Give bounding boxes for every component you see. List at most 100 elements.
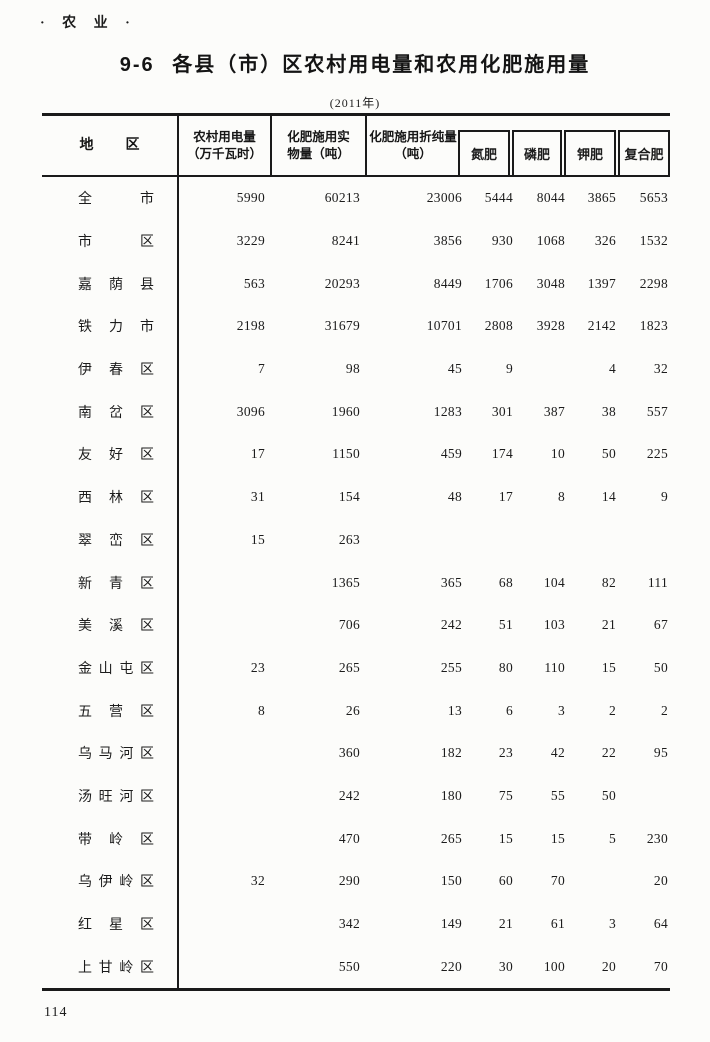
value-fertilizer-pure: 149 — [440, 916, 462, 932]
value-compound: 95 — [653, 745, 668, 761]
value-fertilizer-pure: 182 — [440, 745, 462, 761]
value-fertilizer-pure: 1283 — [433, 403, 462, 419]
value-nitrogen: 68 — [498, 574, 513, 590]
value-compound: 67 — [653, 617, 668, 633]
table-row: 带岭区 470 265 15 15 5 230 — [42, 817, 670, 860]
value-compound: 2298 — [639, 275, 668, 291]
value-phosphate: 3 — [557, 702, 565, 718]
table-row: 汤旺河区 242 180 75 55 50 — [42, 775, 670, 818]
header-divider — [365, 116, 367, 175]
value-electricity: 2198 — [236, 318, 265, 334]
value-potash: 50 — [601, 787, 616, 803]
column-header-fertilizer-physical: 化肥施用实 物量（吨） — [287, 129, 350, 161]
region-name: 西林区 — [78, 491, 154, 507]
value-phosphate: 15 — [550, 830, 565, 846]
region-name: 友好区 — [78, 448, 154, 464]
value-compound: 50 — [653, 659, 668, 675]
value-fertilizer-physical: 98 — [345, 361, 360, 377]
value-fertilizer-pure: 459 — [440, 446, 462, 462]
value-electricity: 563 — [243, 275, 265, 291]
value-compound: 111 — [647, 574, 668, 590]
value-fertilizer-physical: 20293 — [324, 275, 360, 291]
value-phosphate: 61 — [550, 916, 565, 932]
value-fertilizer-physical: 706 — [338, 617, 360, 633]
value-fertilizer-pure: 45 — [447, 361, 462, 377]
column-header-region: 地 区 — [79, 138, 140, 153]
value-compound: 1532 — [639, 233, 668, 249]
category-label: · 农 业 · — [40, 16, 137, 31]
value-phosphate: 70 — [550, 873, 565, 889]
value-compound: 64 — [653, 916, 668, 932]
value-electricity: 31 — [250, 489, 265, 505]
value-fertilizer-physical: 154 — [338, 489, 360, 505]
region-name: 上甘岭区 — [78, 960, 154, 976]
value-compound: 1823 — [639, 318, 668, 334]
column-header-phosphate: 磷肥 — [512, 130, 562, 177]
value-phosphate: 3928 — [536, 318, 565, 334]
value-potash: 2142 — [587, 318, 616, 334]
value-fertilizer-physical: 342 — [338, 916, 360, 932]
region-name: 全市 — [78, 192, 154, 208]
value-nitrogen: 174 — [491, 446, 513, 462]
value-potash: 2 — [608, 702, 616, 718]
page-title: 9-6 各县（市）区农村用电量和农用化肥施用量 — [119, 54, 591, 76]
value-compound: 5653 — [639, 190, 668, 206]
value-phosphate: 1068 — [536, 233, 565, 249]
value-nitrogen: 6 — [505, 702, 513, 718]
value-fertilizer-physical: 60213 — [324, 190, 360, 206]
value-fertilizer-physical: 1960 — [331, 403, 360, 419]
value-fertilizer-pure: 23006 — [426, 190, 462, 206]
region-name: 伊春区 — [78, 363, 154, 379]
table-row: 友好区 17 1150 459 174 10 50 225 — [42, 433, 670, 476]
table-header: 地 区 农村用电量 （万千瓦时） 化肥施用实 物量（吨） 化肥施用折纯量 （吨）… — [42, 116, 670, 177]
table-row: 乌马河区 360 182 23 42 22 95 — [42, 732, 670, 775]
table-row: 伊春区 7 98 45 9 4 32 — [42, 348, 670, 391]
region-name: 南岔区 — [78, 405, 154, 421]
value-phosphate: 387 — [543, 403, 565, 419]
region-column-divider — [177, 116, 179, 988]
region-name: 翠峦区 — [78, 533, 154, 549]
value-potash: 326 — [594, 233, 616, 249]
value-potash: 4 — [608, 361, 616, 377]
table-body: 全市 5990 60213 23006 5444 8044 3865 5653 … — [42, 177, 670, 988]
value-compound: 2 — [660, 702, 668, 718]
value-phosphate: 42 — [550, 745, 565, 761]
value-potash: 22 — [601, 745, 616, 761]
value-nitrogen: 75 — [498, 787, 513, 803]
statistics-table: 地 区 农村用电量 （万千瓦时） 化肥施用实 物量（吨） 化肥施用折纯量 （吨）… — [42, 113, 670, 991]
value-potash: 82 — [601, 574, 616, 590]
value-nitrogen: 301 — [491, 403, 513, 419]
column-header-compound: 复合肥 — [618, 130, 670, 177]
value-fertilizer-physical: 263 — [338, 531, 360, 547]
value-fertilizer-physical: 242 — [338, 787, 360, 803]
value-potash: 20 — [601, 958, 616, 974]
table-row: 铁力市 2198 31679 10701 2808 3928 2142 1823 — [42, 305, 670, 348]
table-row: 嘉荫县 563 20293 8449 1706 3048 1397 2298 — [42, 262, 670, 305]
table-row: 市区 3229 8241 3856 930 1068 326 1532 — [42, 220, 670, 263]
value-potash: 50 — [601, 446, 616, 462]
page-number: 114 — [44, 1005, 68, 1020]
value-fertilizer-physical: 26 — [345, 702, 360, 718]
value-phosphate: 104 — [543, 574, 565, 590]
value-phosphate: 100 — [543, 958, 565, 974]
value-potash: 14 — [601, 489, 616, 505]
value-fertilizer-pure: 220 — [440, 958, 462, 974]
table-row: 南岔区 3096 1960 1283 301 387 38 557 — [42, 390, 670, 433]
value-potash: 3865 — [587, 190, 616, 206]
region-name: 汤旺河区 — [78, 789, 154, 805]
value-potash: 5 — [608, 830, 616, 846]
value-electricity: 7 — [257, 361, 265, 377]
value-fertilizer-pure: 48 — [447, 489, 462, 505]
value-phosphate: 103 — [543, 617, 565, 633]
column-header-electricity: 农村用电量 （万千瓦时） — [186, 129, 262, 161]
region-name: 乌马河区 — [78, 747, 154, 763]
value-nitrogen: 23 — [498, 745, 513, 761]
value-fertilizer-pure: 13 — [447, 702, 462, 718]
value-nitrogen: 2808 — [484, 318, 513, 334]
column-header-potash: 钾肥 — [564, 130, 616, 177]
value-nitrogen: 1706 — [484, 275, 513, 291]
value-fertilizer-pure: 150 — [440, 873, 462, 889]
table-row: 五营区 8 26 13 6 3 2 2 — [42, 689, 670, 732]
value-potash: 1397 — [587, 275, 616, 291]
value-electricity: 23 — [250, 659, 265, 675]
